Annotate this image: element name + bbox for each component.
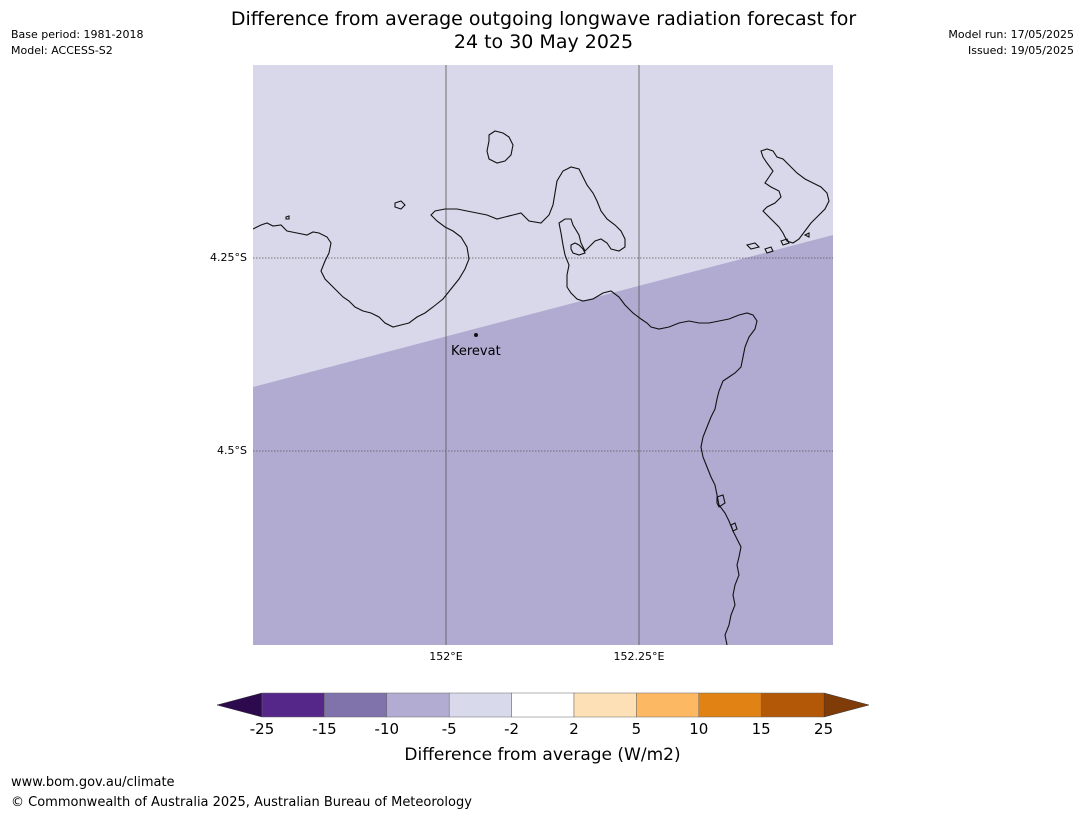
title-line-1: Difference from average outgoing longwav… <box>230 8 857 30</box>
colorbar-tick-label: 15 <box>751 720 771 738</box>
colorbar-swatch <box>760 692 824 718</box>
kerevat-marker <box>474 333 478 337</box>
coastlines <box>253 130 830 645</box>
metadata-left: Base period: 1981-2018 Model: ACCESS-S2 <box>11 27 143 59</box>
title-line-2: 24 to 30 May 2025 <box>453 31 634 53</box>
model-text: Model: ACCESS-S2 <box>11 44 113 57</box>
colorbar-tick-label: -25 <box>249 720 275 738</box>
kerevat-label: Kerevat <box>451 344 501 359</box>
colorbar-tick-label: 2 <box>569 720 579 738</box>
colorbar-under-arrow <box>217 692 263 718</box>
colorbar-swatch <box>698 692 762 718</box>
map-title: Difference from average outgoing longwav… <box>1 8 1085 54</box>
metadata-right: Model run: 17/05/2025 Issued: 19/05/2025 <box>948 27 1074 59</box>
colorbar-over-arrow <box>823 692 870 718</box>
colorbar-swatches <box>261 692 824 718</box>
gridlines <box>253 65 833 645</box>
islet-2 <box>285 215 290 220</box>
footer-copyright: © Commonwealth of Australia 2025, Austra… <box>11 795 472 810</box>
colorbar-swatch <box>636 692 700 718</box>
islet-4 <box>764 246 774 254</box>
islet-5 <box>780 238 790 246</box>
lower-anomaly-band <box>253 235 833 645</box>
islet-1 <box>394 200 406 210</box>
colorbar-tick-label: 5 <box>631 720 642 738</box>
colorbar <box>217 692 870 718</box>
islet-8 <box>730 522 738 532</box>
small-island-north <box>486 130 514 164</box>
lat-label-4-25s: 4.25°S <box>210 251 247 264</box>
lon-label-152e: 152°E <box>429 650 463 663</box>
duke-of-york-islands <box>760 148 830 244</box>
base-period-text: Base period: 1981-2018 <box>11 28 144 41</box>
lon-label-152-25e: 152.25°E <box>613 650 665 663</box>
colorbar-swatch <box>324 692 388 718</box>
colorbar-tick-label: -2 <box>504 720 520 738</box>
colorbar-tick-label: 10 <box>689 720 709 738</box>
colorbar-swatch <box>511 692 575 718</box>
colorbar-tick-label: -10 <box>374 720 400 738</box>
colorbar-swatch <box>261 692 325 718</box>
colorbar-swatch <box>448 692 512 718</box>
colorbar-tick-label: 25 <box>814 720 834 738</box>
forecast-map: Kerevat <box>253 65 833 645</box>
lat-label-4-5s: 4.5°S <box>217 444 247 457</box>
colorbar-swatch <box>573 692 637 718</box>
model-run-text: Model run: 17/05/2025 <box>948 28 1074 41</box>
inner-island-coast <box>570 242 586 256</box>
islet-6 <box>803 232 810 238</box>
colorbar-label: Difference from average (W/m2) <box>404 745 681 765</box>
colorbar-swatch <box>386 692 450 718</box>
islet-7 <box>716 494 726 508</box>
colorbar-tick-label: -15 <box>312 720 337 738</box>
islet-3 <box>745 242 761 250</box>
gazelle-peninsula-coast <box>253 166 758 645</box>
colorbar-tick-label: -5 <box>441 720 457 738</box>
footer-url[interactable]: www.bom.gov.au/climate <box>11 775 175 790</box>
issued-text: Issued: 19/05/2025 <box>967 44 1074 57</box>
